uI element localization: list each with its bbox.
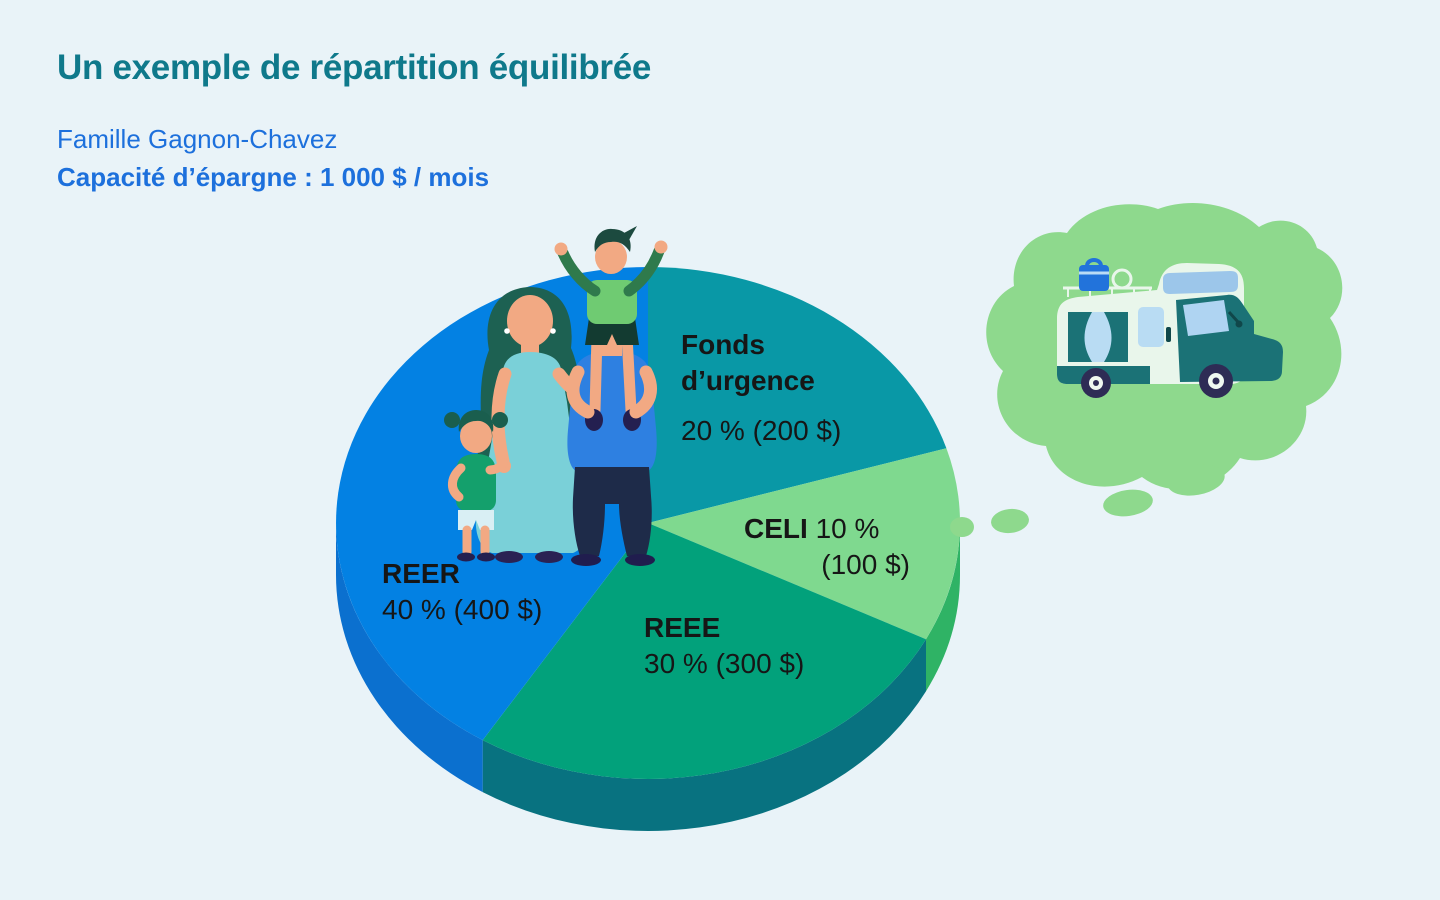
fonds-label-line2: d’urgence (681, 365, 815, 396)
rv-mirror (1227, 310, 1240, 324)
rv-front-wheel-center (1212, 377, 1220, 385)
rv-spare-roll (1111, 268, 1133, 290)
thought-bubble-dot (950, 517, 974, 537)
boy-hand (554, 242, 568, 256)
dad-pants (572, 467, 652, 556)
girl-arm (448, 463, 466, 502)
girl-shorts (458, 510, 494, 530)
boy-arm (557, 247, 601, 297)
boy-figure (554, 226, 668, 431)
girl-shoe (477, 552, 495, 562)
thought-bubble-dot (991, 508, 1029, 534)
rv-door-handle (1166, 327, 1171, 342)
dad-arm (566, 365, 595, 419)
pie-3d-sides (336, 523, 960, 831)
rv-camper-illustration (1057, 258, 1283, 398)
rv-rear-wheel-center (1093, 380, 1099, 386)
boy-head (595, 240, 627, 274)
rv-roof-window (1163, 271, 1238, 294)
rv-suitcase-handle (1085, 258, 1103, 267)
savings-capacity: Capacité d’épargne : 1 000 $ / mois (57, 162, 490, 192)
girl-arm (485, 458, 508, 475)
rv-mirror (1235, 320, 1243, 328)
pie-side-celi (926, 523, 960, 692)
dad-arm (629, 365, 657, 419)
rv-suitcase (1079, 265, 1109, 291)
girl-figure (444, 410, 508, 562)
girl-head (460, 419, 492, 453)
rv-windshield (1183, 300, 1229, 336)
reer-value: 40 % (400 $) (382, 594, 543, 625)
fonds-value: 20 % (200 $) (681, 415, 842, 446)
mom-earring (504, 328, 510, 334)
dad-shoe (625, 554, 655, 566)
girl-pigtail (492, 412, 508, 428)
boy-hair (594, 228, 631, 252)
mom-earring (550, 328, 556, 334)
celi-value: (100 $) (821, 549, 910, 580)
pie-slice-reee (482, 523, 926, 779)
boy-arm (623, 245, 665, 297)
reee-value: 30 % (300 $) (644, 648, 805, 679)
celi-percent: 10 % (815, 513, 880, 544)
rv-curtain (1068, 312, 1092, 362)
girl-pigtail (444, 412, 460, 428)
pie-slice-celi (648, 448, 961, 640)
girl-shoe (457, 552, 475, 562)
rv-roof-rack (1067, 288, 1151, 297)
boy-hair (624, 226, 637, 240)
thought-bubble-dot (1167, 464, 1225, 496)
girl-shirt (456, 454, 496, 512)
pie-side-reee (482, 639, 926, 831)
girl-hair (458, 410, 494, 432)
fonds-label-line1: Fonds (681, 329, 765, 360)
reee-label: REEE (644, 612, 721, 643)
thought-bubble-dot (1103, 489, 1153, 517)
rv-door-window (1138, 307, 1164, 347)
boy-hand (654, 240, 668, 254)
pie-label-celi: CELI 10 % (100 $) (744, 511, 910, 583)
boy-leg (621, 330, 637, 416)
rv-curtain (1104, 312, 1128, 362)
thought-bubble (950, 203, 1343, 537)
boy-leg (589, 330, 603, 416)
pie-label-reer: REER 40 % (400 $) (382, 556, 542, 628)
page-title: Un exemple de répartition équilibrée (57, 48, 652, 87)
header: Un exemple de répartition équilibrée Fam… (57, 48, 651, 193)
pie-label-reee: REEE 30 % (300 $) (644, 610, 804, 682)
boy-shorts (585, 318, 639, 345)
pie-slice-fonds-d-urgence (648, 267, 947, 523)
family-illustration (444, 226, 668, 566)
dad-shoe (571, 554, 601, 566)
pie-label-fonds-urgence: Fonds d’urgence 20 % (200 $) (681, 327, 841, 449)
family-name: Famille Gagnon-Chavez (57, 124, 338, 154)
pie-side-reer (336, 523, 483, 793)
reer-label: REER (382, 558, 460, 589)
mom-shoe (495, 551, 523, 563)
celi-label: CELI (744, 513, 808, 544)
mom-head (507, 295, 553, 347)
mom-shoe (535, 551, 563, 563)
